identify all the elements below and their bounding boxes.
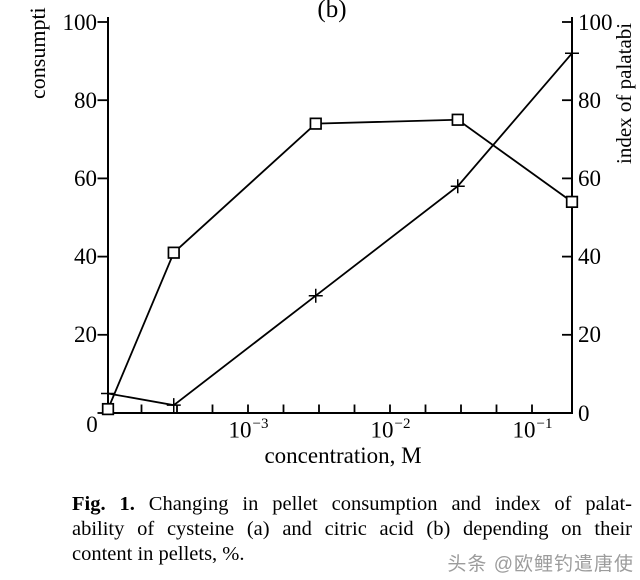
y-tick-label-right: 60 [578,165,601,191]
caption-line: content in pellets, %. [72,543,245,565]
y-tick-label-left: 100 [62,9,98,35]
data-point-square [167,246,180,259]
data-point-square [565,195,579,209]
data-point-plus [166,398,181,413]
caption-figure-number: Fig. 1. [72,493,135,515]
series-line-plus [107,52,573,407]
caption-line: Fig. 1. Changing in pellet consumption a… [72,492,632,517]
data-point-square [451,113,464,126]
data-point-square [309,117,322,130]
data-point-plus [308,288,323,303]
caption-text: Changing in pellet consumption and index… [134,493,633,515]
x-axis-label: concentration, M [264,443,422,468]
caption-line: ability of cysteine (a) and citric acid … [72,518,632,540]
data-point-plus [565,46,579,61]
series-line-square [107,118,573,410]
axes [107,17,573,414]
data-point-plus [101,386,115,401]
x-tick-label: 10−3 [228,416,269,443]
figure-caption: Fig. 1. Changing in pellet consumption a… [72,492,632,567]
y-tick-label-right: 0 [578,400,590,426]
x-tick-label: 10−2 [370,416,411,443]
y-tick-label-left: 60 [74,165,97,191]
y-tick-label-left: 80 [74,87,97,113]
y-tick-label-left: 20 [74,322,97,348]
y-tick-label-right: 80 [578,87,601,113]
y-tick-label-right: 20 [578,322,601,348]
data-point-square [101,402,115,416]
data-point-plus [450,179,465,194]
x-tick-label: 10−1 [512,416,553,443]
chart-title: (b) [317,0,347,23]
watermark: 头条 @欧鲤钓遣唐使 [447,554,634,575]
y-tick-label-left: 40 [74,244,97,270]
origin-label: 0 [86,412,98,437]
y-tick-label-right: 40 [578,244,601,270]
y-tick-label-right: 100 [578,9,613,35]
